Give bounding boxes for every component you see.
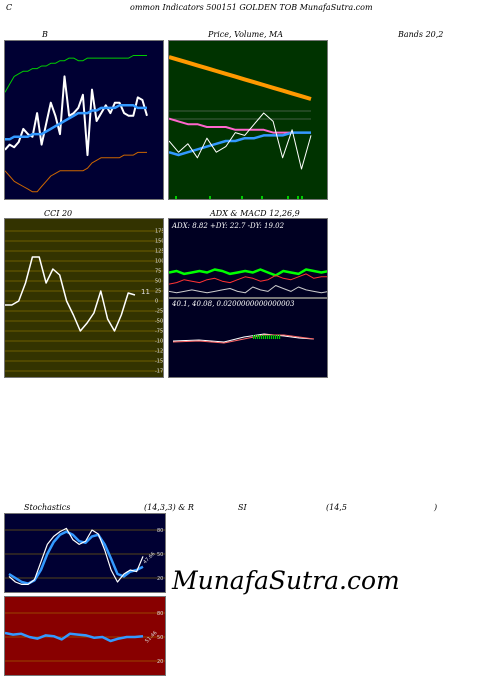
adx-chart <box>169 268 327 294</box>
cci-level-label: 175 <box>155 229 164 235</box>
macd-histogram-bar <box>261 335 263 339</box>
volume-bar <box>297 196 299 199</box>
macd-readout: 40.1, 40.08, 0.0200000000000003 <box>172 300 295 308</box>
adx-panel: ADX: 8.82 +DY: 22.7 -DY: 19.02 <box>168 218 328 298</box>
price-ma-chart <box>169 55 312 199</box>
price-volume-ma-panel <box>168 40 328 200</box>
cci-level-label: 25 <box>155 289 161 295</box>
upper-band-line <box>5 55 147 93</box>
macd-histogram-bar <box>279 335 281 339</box>
macd-histogram-bar <box>263 335 265 339</box>
cci-level-label: -150 <box>155 359 164 365</box>
watermark-logo: MunafaSutra.com <box>172 566 400 595</box>
signal-line <box>172 334 315 344</box>
volume-bar <box>261 196 263 199</box>
cci-level-label: -175 <box>155 369 164 375</box>
stochastics-panel-label: Stochastics <box>24 503 71 512</box>
cci-level-label: 100 <box>155 259 164 265</box>
cci-level-label: -75 <box>155 329 163 335</box>
volume-bar <box>301 196 303 199</box>
macd-chart <box>172 333 315 344</box>
cci-level-label: 75 <box>155 269 161 275</box>
volume-bar <box>241 196 243 199</box>
macd-histogram-bar <box>267 335 269 339</box>
cci-panel-label: CCI 20 <box>44 209 73 218</box>
adx-line <box>169 285 327 294</box>
adx-readout: ADX: 8.82 +DY: 22.7 -DY: 19.02 <box>172 222 285 230</box>
price-line <box>169 112 312 170</box>
minus-di-line <box>169 273 327 285</box>
macd-histogram-bar <box>259 335 261 339</box>
macd-histogram-bar <box>257 335 259 339</box>
macd-histogram-bar <box>253 335 255 339</box>
stoch-k-line <box>8 527 144 586</box>
c-letter: C <box>6 3 13 12</box>
macd-histogram-bar <box>277 335 279 339</box>
cci-level-label: 0 <box>155 299 158 305</box>
rsi-panel: 80 50 20 51.46 <box>4 596 166 676</box>
lower-band-line <box>5 151 147 193</box>
adx-macd-panel-label: ADX & MACD 12,26,9 <box>210 209 300 218</box>
stochastics-panel: 80 50 20 47.66 <box>4 513 166 593</box>
bands-params-label: Bands 20,2 <box>398 30 444 39</box>
volume-bar <box>209 196 211 199</box>
bands-panel-label: B <box>42 30 48 39</box>
plus-di-line <box>169 268 327 277</box>
stochastics-chart: 80 50 20 47.66 <box>5 527 165 586</box>
cci-level-label: -100 <box>155 339 164 345</box>
rsi-level-label: 50 <box>157 635 163 641</box>
stoch-level-label: 80 <box>157 528 163 534</box>
ma-mid-line <box>169 117 311 134</box>
cci-level-label: 50 <box>155 279 161 285</box>
macd-histogram-bar <box>255 335 257 339</box>
cci-level-label: -50 <box>155 319 163 325</box>
stoch-level-label: 50 <box>157 552 163 558</box>
cci-panel: 175 150 125 100 75 50 25 0 -25 -50 -75 -100 -125 -150… <box>4 218 164 378</box>
page-title: ommon Indicators 500151 GOLDEN TOB Munaf… <box>130 3 373 12</box>
stoch-level-label: 20 <box>157 576 163 582</box>
bollinger-bands-chart <box>5 55 148 193</box>
macd-panel: 40.1, 40.08, 0.0200000000000003 <box>168 298 328 378</box>
cci-line <box>5 256 136 332</box>
stoch-last-value: 47.66 <box>142 551 156 565</box>
macd-histogram-bar <box>265 335 267 339</box>
cci-level-label: 150 <box>155 239 164 245</box>
ma-line <box>5 104 147 141</box>
rsi-level-label: 80 <box>157 611 163 617</box>
macd-histogram-bar <box>273 335 275 339</box>
macd-histogram-bar <box>271 335 273 339</box>
cci-level-label: 125 <box>155 249 164 255</box>
price-line <box>5 75 148 157</box>
macd-histogram-bar <box>269 335 271 339</box>
cci-level-label: -25 <box>155 309 163 315</box>
rsi-close-paren: ) <box>434 503 438 512</box>
price-panel-label: Price, Volume, MA <box>208 30 284 39</box>
cci-chart: 175 150 125 100 75 50 25 0 -25 -50 -75 -100 -125 -150… <box>5 229 164 375</box>
stochastics-params-label: (14,3,3) & R <box>144 503 194 512</box>
volume-bar <box>287 196 289 199</box>
bollinger-bands-panel <box>4 40 164 200</box>
macd-histogram-bar <box>275 335 277 339</box>
ma-long-line <box>169 55 312 101</box>
rsi-params-label: (14,5 <box>326 503 347 512</box>
cci-level-label: -125 <box>155 349 164 355</box>
rsi-line <box>5 631 144 643</box>
rsi-level-label: 20 <box>157 659 163 665</box>
rsi-panel-label: SI <box>238 503 247 512</box>
volume-bar <box>175 196 177 199</box>
cci-last-value: 11 <box>141 288 150 296</box>
